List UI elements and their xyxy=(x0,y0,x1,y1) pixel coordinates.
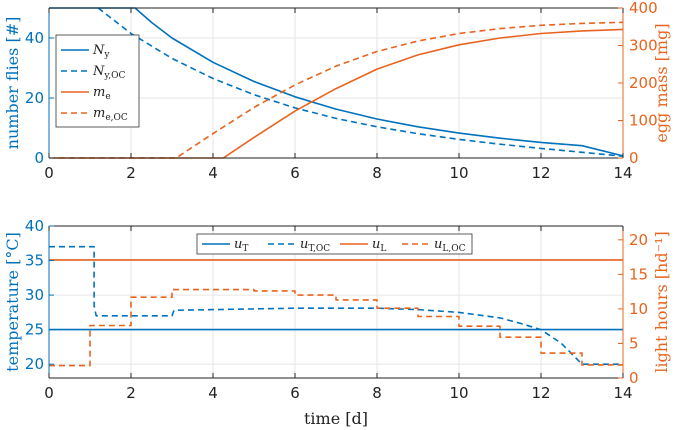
left-y-tick-label: 40 xyxy=(25,217,44,235)
legend-name: u xyxy=(234,237,242,252)
legend-subscript: T,OC xyxy=(308,244,330,254)
x-tick-label: 10 xyxy=(449,384,468,402)
x-axis-label: time [d] xyxy=(304,409,368,428)
x-tick-label: 4 xyxy=(208,384,218,402)
legend-subscript: e,OC xyxy=(105,113,128,123)
left-y-tick-label: 20 xyxy=(25,89,44,107)
legend-label: uL,OC xyxy=(434,237,466,254)
legend-name: u xyxy=(434,237,442,252)
legend-subscript: y xyxy=(103,50,110,60)
legend-name: u xyxy=(372,237,380,252)
legend-subscript: e xyxy=(105,92,110,102)
legend-name: N xyxy=(92,43,105,58)
legend-label: uL xyxy=(372,237,386,254)
right-axis-label: egg mass [mg] xyxy=(652,23,671,142)
x-tick-label: 6 xyxy=(290,384,300,402)
x-tick-label: 0 xyxy=(44,384,54,402)
x-tick-label: 6 xyxy=(290,164,300,182)
right-axis-label: light hours [hd⁻¹] xyxy=(652,231,671,372)
legend-label: Ny xyxy=(92,43,110,60)
panel-2: 0 2 4 6 8 10 12 14202530354005101520temperature… xyxy=(3,217,671,428)
legend-subscript: L xyxy=(380,244,386,254)
legend-subscript: L,OC xyxy=(442,244,465,254)
legend-name: N xyxy=(92,64,105,79)
x-tick-label: 10 xyxy=(449,164,468,182)
left-axis-label: temperature [°C] xyxy=(3,232,22,372)
legend-name: m xyxy=(93,106,105,121)
series-line-u-T-OC xyxy=(49,245,623,366)
x-tick-label: 2 xyxy=(126,384,136,402)
legend-name: m xyxy=(93,85,105,100)
legend-label: uT xyxy=(234,237,248,254)
left-y-tick-label: 0 xyxy=(34,149,44,167)
left-y-tick-label: 25 xyxy=(25,321,44,339)
x-tick-label: 12 xyxy=(531,384,550,402)
series-line-m-e-OC xyxy=(49,21,624,159)
x-tick-label: 8 xyxy=(372,384,382,402)
left-y-tick-label: 20 xyxy=(25,355,44,373)
left-y-tick-label: 30 xyxy=(25,286,44,304)
right-y-tick-label: 100 xyxy=(629,112,658,130)
right-y-tick-label: 10 xyxy=(629,300,648,318)
left-y-tick-label: 40 xyxy=(25,29,44,47)
legend-name: u xyxy=(300,237,308,252)
right-y-tick-label: 300 xyxy=(629,37,658,55)
x-tick-label: 14 xyxy=(613,384,632,402)
x-tick-label: 2 xyxy=(126,164,136,182)
x-tick-label: 14 xyxy=(613,164,632,182)
x-tick-label: 8 xyxy=(372,164,382,182)
right-y-tick-label: 15 xyxy=(629,265,648,283)
legend-label: me xyxy=(93,85,111,102)
legend-subscript: y,OC xyxy=(103,71,125,81)
right-y-tick-label: 5 xyxy=(629,334,639,352)
left-axis-label: number flies [#] xyxy=(3,17,22,150)
series-line-N-y-OC xyxy=(97,7,624,157)
right-y-tick-label: 400 xyxy=(629,0,658,17)
series-line-N-y xyxy=(49,7,624,157)
right-y-tick-label: 20 xyxy=(629,231,648,249)
legend-subscript: T xyxy=(242,244,248,254)
x-tick-label: 12 xyxy=(531,164,550,182)
series-line-m-e xyxy=(49,28,624,159)
left-y-tick-label: 35 xyxy=(25,252,44,270)
right-y-tick-label: 0 xyxy=(629,149,639,167)
series-line-u-L-OC xyxy=(49,288,623,367)
right-y-tick-label: 200 xyxy=(629,74,658,92)
legend: uT uT,OC uL uL,OC xyxy=(196,233,473,255)
x-tick-label: 0 xyxy=(44,164,54,182)
legend-label: me,OC xyxy=(93,106,128,123)
legend-label: uT,OC xyxy=(300,237,330,254)
x-tick-label: 4 xyxy=(208,164,218,182)
legend-box xyxy=(196,233,473,255)
legend-label: Ny,OC xyxy=(92,64,126,81)
right-y-tick-label: 0 xyxy=(629,369,639,387)
